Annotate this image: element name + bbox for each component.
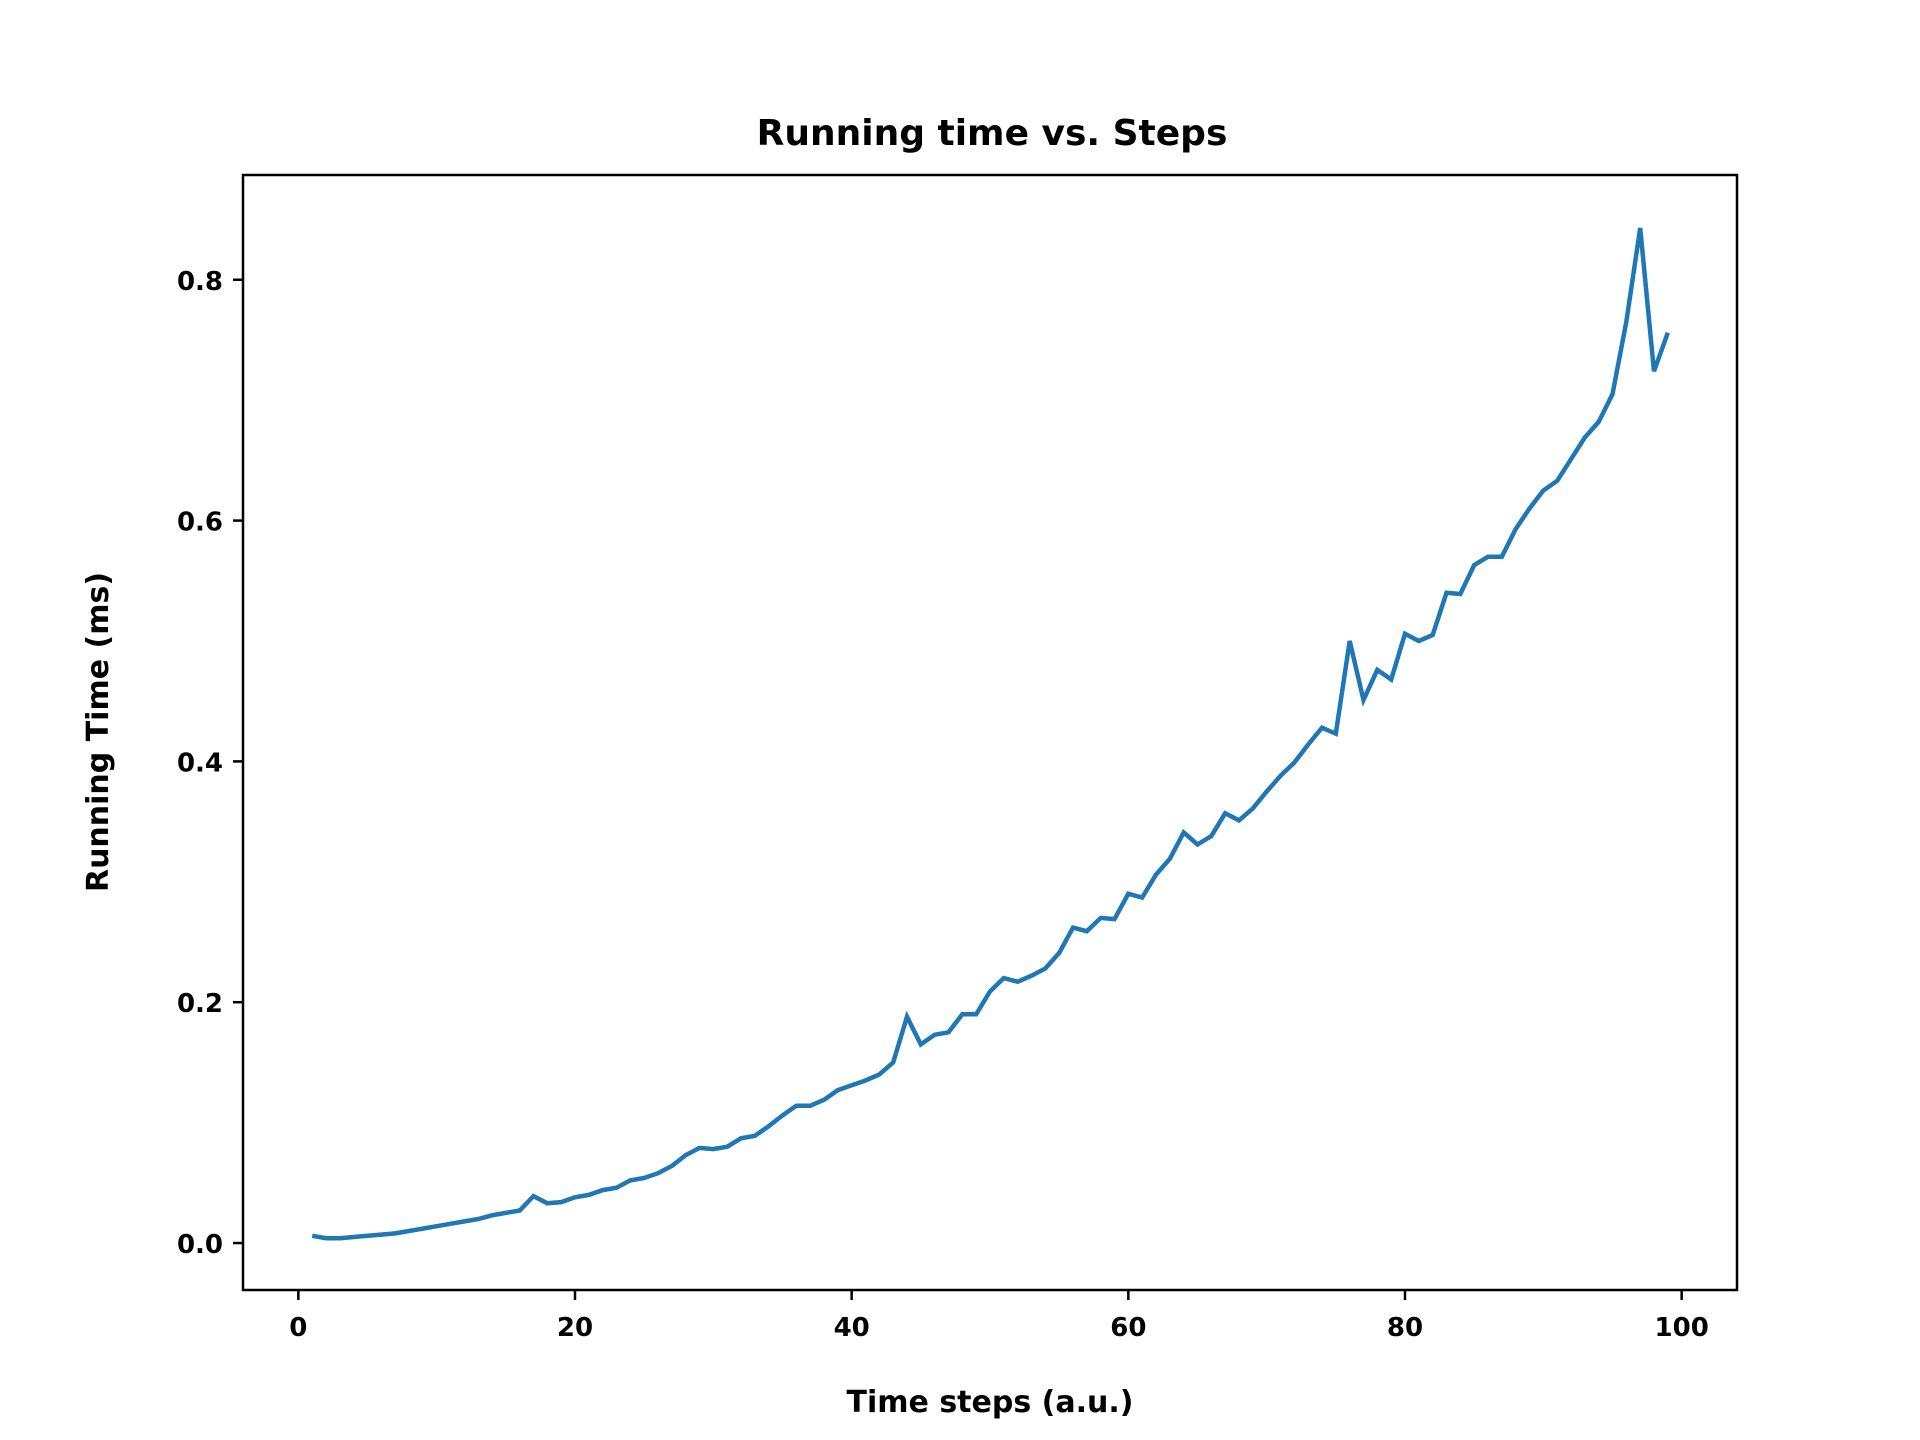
y-tick-label: 0.0 (177, 1230, 223, 1260)
x-tick-label: 20 (557, 1313, 593, 1343)
y-tick-label: 0.4 (177, 748, 223, 778)
x-axis-ticks: 0 20 40 60 80 100 (289, 1290, 1709, 1343)
y-tick-label: 0.2 (177, 989, 223, 1019)
x-tick-label: 60 (1110, 1313, 1146, 1343)
y-tick-label: 0.8 (177, 267, 223, 297)
y-axis-label: Running Time (ms) (81, 572, 116, 892)
running-time-series-line (311, 227, 1670, 1241)
x-tick-label: 0 (289, 1313, 307, 1343)
plot-area (311, 227, 1670, 1241)
x-tick-label: 100 (1655, 1313, 1709, 1343)
x-tick-label: 80 (1387, 1313, 1423, 1343)
chart-title: Running time vs. Steps (757, 113, 1228, 154)
x-axis-label: Time steps (a.u.) (847, 1385, 1134, 1420)
x-tick-label: 40 (834, 1313, 870, 1343)
y-tick-label: 0.6 (177, 508, 223, 538)
y-axis-ticks: 0.0 0.2 0.4 0.6 0.8 (177, 267, 243, 1260)
axes-frame (241, 173, 1739, 1292)
